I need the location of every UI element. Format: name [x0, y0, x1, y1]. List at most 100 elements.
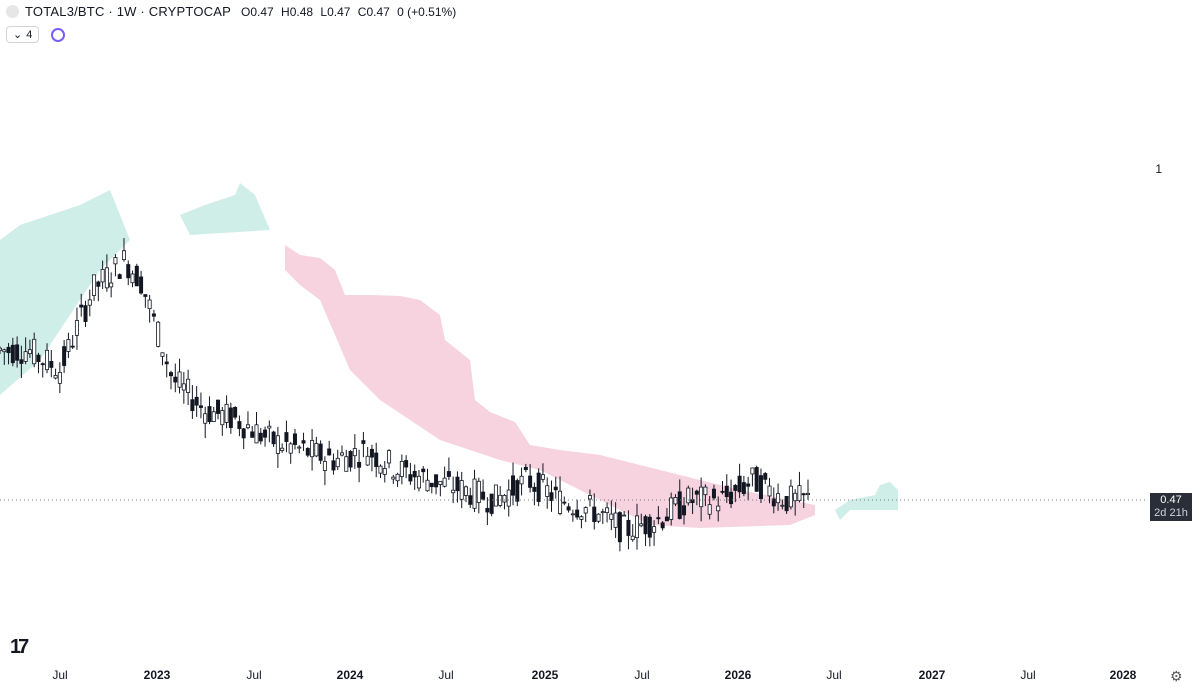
candle-body: [729, 491, 734, 505]
candle-body: [438, 480, 443, 485]
x-tick-2023: 2023: [143, 668, 171, 682]
candle-body: [664, 516, 669, 522]
x-tick-jul: Jul: [1020, 668, 1036, 682]
candle-body: [622, 514, 627, 517]
candle-body: [130, 273, 135, 284]
candle-body: [699, 486, 704, 508]
candle-body: [331, 460, 336, 471]
candle-body: [493, 484, 498, 507]
candle-body: [181, 383, 186, 391]
candle-body: [335, 457, 340, 468]
candle-body: [801, 493, 806, 496]
candle-body: [203, 413, 208, 424]
candle-body: [263, 429, 268, 438]
candle-body: [378, 465, 383, 474]
candle-body: [592, 506, 597, 523]
candle-body: [66, 339, 71, 352]
x-tick-jul: Jul: [634, 668, 650, 682]
candle-body: [532, 486, 537, 492]
candle-body: [169, 372, 174, 377]
candle-body: [271, 431, 276, 445]
candle-body: [711, 488, 716, 499]
candle-body: [596, 513, 601, 522]
candle-body: [545, 485, 550, 497]
candle-body: [250, 431, 255, 438]
candle-body: [348, 451, 353, 468]
candle-body: [776, 493, 781, 504]
candle-body: [0, 347, 3, 351]
candle-body: [669, 497, 674, 520]
candle-body: [237, 421, 242, 429]
candle-body: [425, 479, 430, 492]
candle-body: [156, 321, 161, 347]
candle-body: [553, 486, 558, 491]
candle-body: [519, 475, 524, 485]
candle-body: [365, 455, 370, 466]
candle-body: [656, 517, 661, 520]
ichimoku-cloud-bull: [180, 183, 270, 235]
candle-body: [660, 522, 665, 529]
candle-body: [523, 466, 528, 470]
candle-body: [750, 467, 755, 475]
candle-body: [100, 269, 105, 283]
last-price-value: 0.47: [1160, 494, 1182, 506]
candle-body: [96, 281, 101, 287]
candle-body: [806, 492, 811, 496]
candle-body: [677, 491, 682, 519]
candle-body: [694, 490, 699, 495]
candle-body: [45, 349, 50, 371]
indicator-toggle[interactable]: ⌄ 4: [6, 26, 40, 43]
candle-body: [305, 448, 310, 456]
candle-body: [15, 344, 20, 361]
candle-body: [27, 349, 32, 355]
candle-body: [194, 396, 199, 406]
scale-label: 1: [1155, 162, 1162, 176]
candle-body: [391, 476, 396, 480]
candle-body: [758, 475, 763, 500]
candle-body: [639, 523, 644, 527]
candle-body: [297, 446, 302, 449]
candle-body: [177, 371, 182, 388]
candle-body: [143, 294, 148, 297]
x-tick-jul: Jul: [52, 668, 68, 682]
candle-body: [117, 274, 122, 279]
candle-body: [485, 507, 490, 513]
candle-body: [6, 346, 11, 354]
candle-body: [216, 399, 221, 414]
candle-body: [788, 485, 793, 508]
candle-body: [62, 346, 67, 366]
high-value: H0.48: [281, 4, 314, 19]
candle-body: [579, 516, 584, 520]
candle-body: [164, 361, 169, 365]
candle-body: [771, 498, 776, 507]
candle-body: [626, 519, 631, 536]
candle-body: [310, 439, 315, 458]
candle-body: [382, 468, 387, 475]
candle-body: [404, 460, 409, 468]
candle-body: [733, 485, 738, 491]
candle-body: [361, 440, 366, 444]
candle-body: [301, 440, 306, 444]
ohlc-readout: O0.47 H0.48 L0.47 C0.47 0 (+0.51%): [241, 5, 460, 19]
candle-body: [754, 467, 759, 492]
gear-icon[interactable]: ⚙: [1170, 668, 1183, 684]
candle-body: [70, 345, 75, 348]
candle-body: [233, 406, 238, 418]
candle-body: [558, 490, 563, 514]
candle-body: [109, 282, 114, 288]
x-tick-2026: 2026: [724, 668, 752, 682]
candle-body: [173, 376, 178, 383]
candle-body: [126, 264, 131, 279]
candle-body: [387, 450, 392, 464]
candle-body: [228, 407, 233, 428]
candle-body: [340, 452, 345, 456]
candle-body: [258, 432, 263, 442]
candle-body: [49, 360, 54, 368]
candle-body: [630, 535, 635, 541]
candle-body: [416, 475, 421, 489]
symbol-title[interactable]: TOTAL3/BTC · 1W · CRYPTOCAP: [25, 4, 231, 19]
refresh-icon[interactable]: [51, 27, 66, 42]
candle-body: [434, 474, 439, 488]
candle-body: [647, 516, 652, 538]
